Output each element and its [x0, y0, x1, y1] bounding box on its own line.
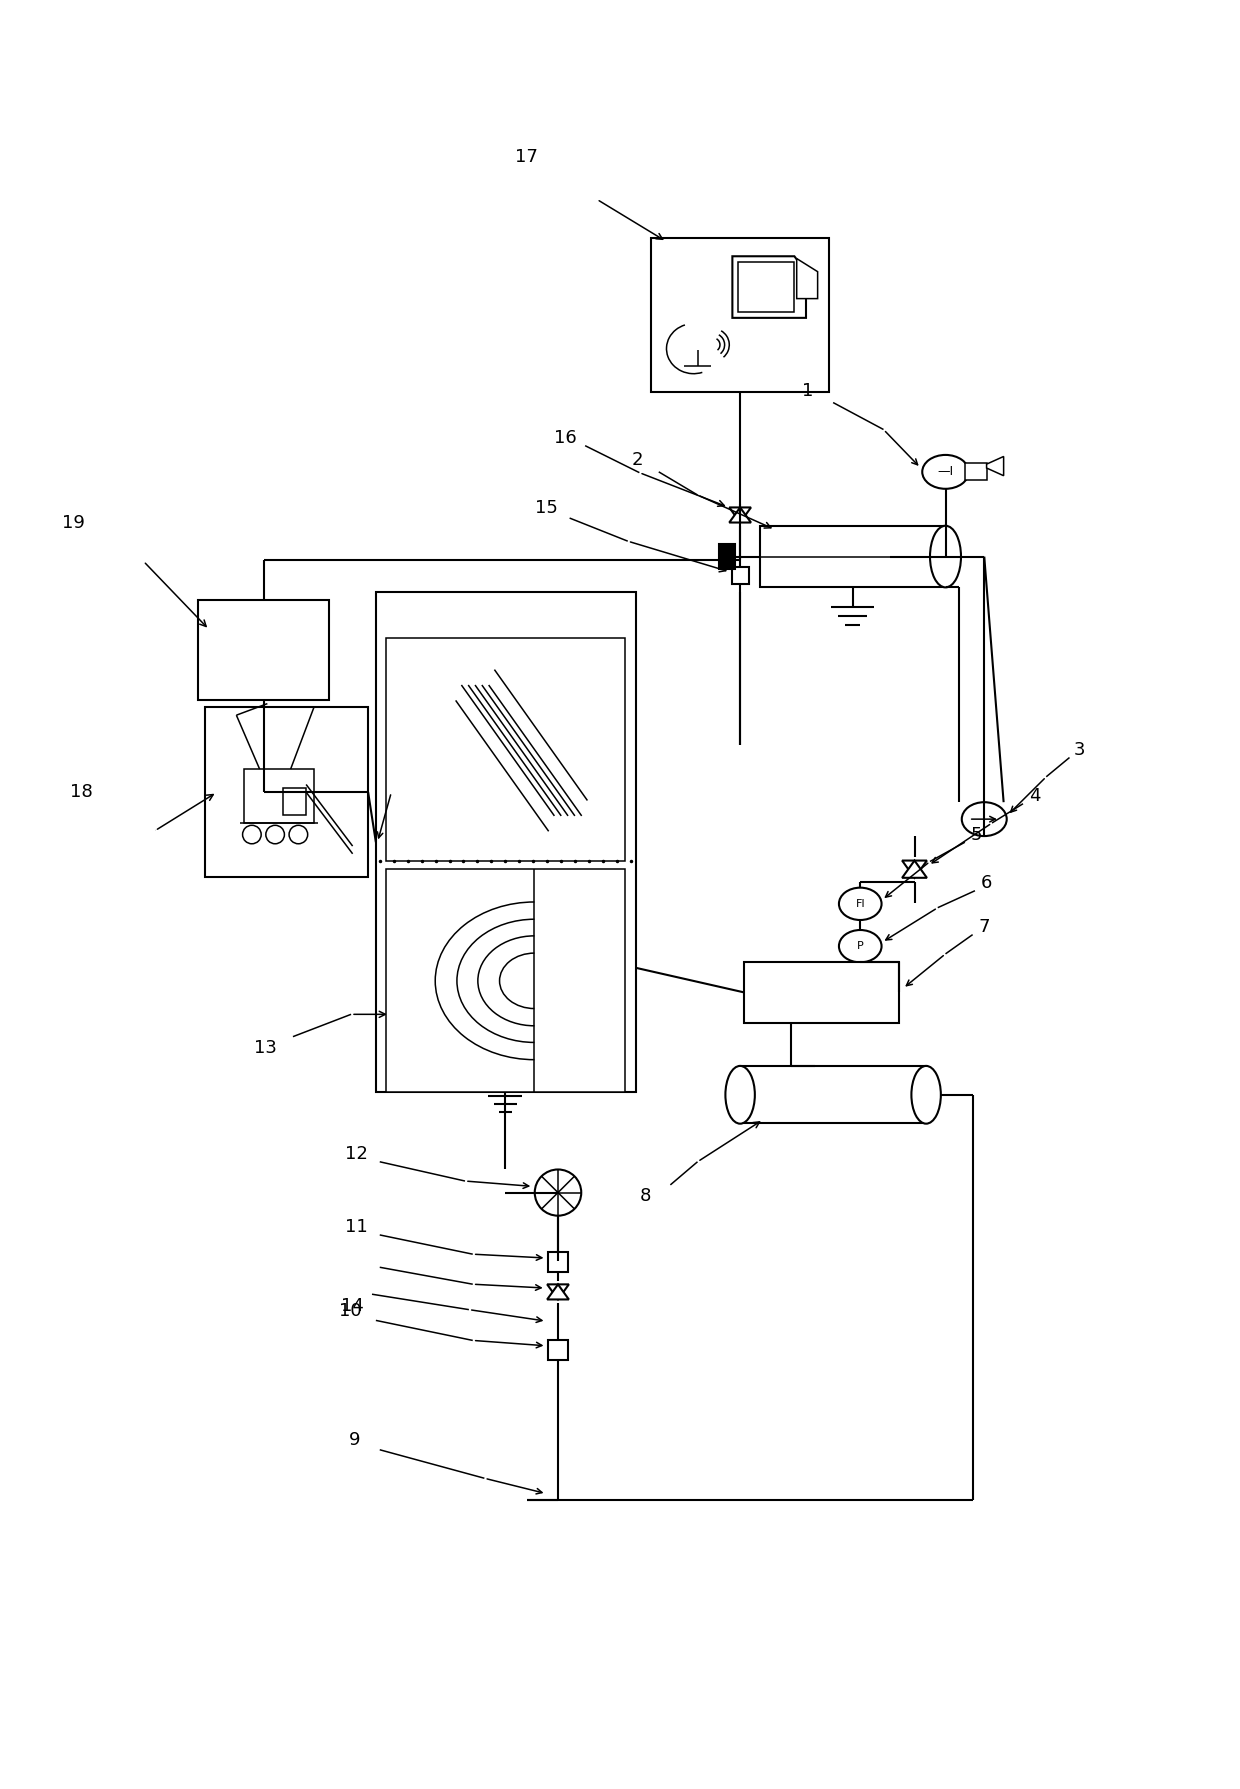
Text: 7: 7: [978, 918, 990, 936]
Bar: [740, 1066, 926, 1123]
Polygon shape: [547, 1285, 569, 1299]
Bar: [548, 1252, 568, 1272]
Text: 18: 18: [69, 784, 93, 801]
Text: 4: 4: [1029, 787, 1040, 805]
Bar: [386, 869, 625, 1093]
Polygon shape: [733, 256, 806, 318]
Polygon shape: [729, 508, 751, 522]
Bar: [965, 463, 987, 479]
Text: 3: 3: [1074, 741, 1085, 759]
Bar: [651, 238, 830, 392]
Circle shape: [289, 825, 308, 844]
Bar: [759, 526, 945, 587]
Text: 19: 19: [62, 513, 84, 531]
Text: P: P: [857, 941, 863, 952]
Bar: [548, 1340, 568, 1360]
Polygon shape: [547, 1285, 569, 1299]
Ellipse shape: [962, 801, 1007, 835]
Polygon shape: [797, 259, 817, 299]
Text: FI: FI: [856, 898, 866, 909]
Text: 11: 11: [345, 1218, 367, 1236]
Text: 9: 9: [348, 1431, 361, 1449]
Circle shape: [534, 1170, 582, 1217]
Bar: [386, 639, 625, 862]
Text: 5: 5: [971, 825, 982, 844]
Text: 16: 16: [554, 429, 577, 447]
Bar: [283, 789, 306, 816]
Text: 15: 15: [534, 499, 558, 517]
Ellipse shape: [911, 1066, 941, 1123]
Text: 1: 1: [802, 383, 813, 401]
Bar: [744, 961, 899, 1023]
Bar: [719, 544, 734, 569]
Text: 6: 6: [981, 875, 992, 893]
Ellipse shape: [839, 930, 882, 962]
Polygon shape: [903, 861, 926, 878]
Ellipse shape: [839, 887, 882, 920]
Text: 8: 8: [640, 1188, 651, 1206]
Text: 13: 13: [254, 1039, 277, 1057]
Bar: [206, 707, 368, 877]
Text: —I: —I: [937, 465, 954, 478]
Polygon shape: [729, 508, 751, 522]
Polygon shape: [903, 861, 926, 878]
Ellipse shape: [923, 454, 968, 488]
Circle shape: [265, 825, 284, 844]
Polygon shape: [987, 456, 1003, 476]
Bar: [738, 263, 795, 313]
Text: 17: 17: [516, 148, 538, 166]
Text: 12: 12: [345, 1145, 368, 1163]
Bar: [376, 592, 635, 1093]
Bar: [197, 599, 330, 699]
Text: 14: 14: [341, 1297, 363, 1315]
Ellipse shape: [930, 526, 961, 587]
Circle shape: [243, 825, 262, 844]
Text: 2: 2: [631, 451, 644, 469]
Bar: [732, 567, 749, 585]
Text: 10: 10: [340, 1302, 362, 1320]
Ellipse shape: [725, 1066, 755, 1123]
Bar: [244, 769, 314, 823]
